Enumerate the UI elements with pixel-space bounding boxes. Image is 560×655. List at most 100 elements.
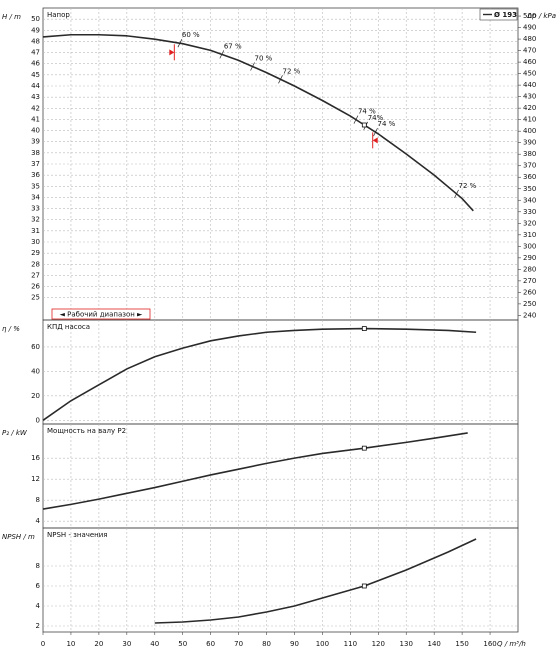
x-tick-label: 150: [455, 640, 468, 648]
y2-tick-label: 260: [523, 288, 536, 296]
panel-title: Напор: [47, 11, 70, 19]
y2-tick-label: 280: [523, 265, 536, 273]
y-tick-label: 40: [31, 127, 40, 135]
y-tick-label: 6: [36, 582, 41, 590]
annotation-tick: [219, 50, 225, 59]
annotation-tick: [373, 127, 378, 137]
legend-box: [479, 8, 518, 21]
y-tick-label: 41: [31, 115, 40, 123]
y2-tick-label: 330: [523, 208, 536, 216]
y-tick-label: 32: [31, 216, 40, 224]
panel-title: NPSH - значения: [47, 531, 108, 539]
y-tick-label: 27: [31, 271, 40, 279]
y-tick-label: 28: [31, 260, 40, 268]
annotation-tick: [177, 39, 183, 48]
y-tick-label: 38: [31, 149, 40, 157]
y2-tick-label: 460: [523, 58, 536, 66]
panel-frame: [42, 319, 519, 425]
x-axis-label: Q / m³/h: [497, 640, 526, 648]
y-tick-label: 37: [31, 160, 40, 168]
y2-tick-label: 430: [523, 93, 536, 101]
y-tick-label: 8: [36, 562, 40, 570]
y-axis-label: η / %: [2, 325, 20, 333]
y-axis-label: P₂ / kW: [2, 429, 28, 437]
curve: [42, 327, 477, 421]
panel-frame: [42, 423, 519, 529]
duty-point: [361, 326, 367, 331]
y2-axis-label: Δp / kPa: [526, 12, 556, 20]
y2-tick-label: 420: [523, 104, 536, 112]
panel-title: КПД насоса: [47, 323, 90, 331]
y-tick-label: 45: [31, 71, 40, 79]
curve: [154, 538, 477, 624]
x-tick-label: 10: [66, 640, 75, 648]
x-tick-label: 20: [94, 640, 103, 648]
x-tick-label: 160: [483, 640, 496, 648]
y2-tick-label: 390: [523, 139, 536, 147]
y2-tick-label: 250: [523, 300, 536, 308]
annotation-tick: [353, 115, 359, 124]
duty-point: [361, 122, 367, 128]
y2-tick-label: 320: [523, 219, 536, 227]
y-tick-label: 47: [31, 49, 40, 57]
y-tick-label: 16: [31, 454, 40, 462]
y-tick-label: 4: [36, 517, 41, 525]
y2-tick-label: 380: [523, 150, 536, 158]
annotation: 70 %: [255, 55, 273, 63]
y2-tick-label: 480: [523, 35, 536, 43]
x-tick-label: 60: [206, 640, 215, 648]
annotation: 67 %: [224, 42, 242, 50]
y2-tick-label: 450: [523, 70, 536, 78]
y-tick-label: 42: [31, 104, 40, 112]
annotation: 74 %: [378, 120, 396, 128]
range-label: ◄ Рабочий диапазон ►: [60, 311, 144, 319]
duty-point: [361, 583, 367, 589]
y-tick-label: 46: [31, 60, 40, 68]
x-tick-label: 100: [316, 640, 329, 648]
x-tick-label: 130: [400, 640, 413, 648]
y-tick-label: 36: [31, 171, 40, 179]
y2-tick-label: 310: [523, 231, 536, 239]
annotation-tick: [250, 62, 255, 71]
annotation: 74%: [368, 114, 384, 122]
y-tick-label: 29: [31, 249, 40, 257]
y-tick-label: 60: [31, 343, 40, 351]
y-tick-label: 35: [31, 182, 40, 190]
y-tick-label: 20: [31, 392, 40, 400]
x-tick-label: 120: [372, 640, 385, 648]
y2-tick-label: 470: [523, 47, 536, 55]
x-tick-label: 110: [344, 640, 357, 648]
y2-tick-label: 410: [523, 116, 536, 124]
y2-tick-label: 400: [523, 127, 536, 135]
y-tick-label: 26: [31, 283, 40, 291]
annotation-tick: [278, 75, 283, 84]
x-tick-label: 30: [122, 640, 131, 648]
y-tick-label: 4: [36, 602, 41, 610]
x-tick-label: 80: [262, 640, 271, 648]
y-tick-label: 50: [31, 15, 40, 23]
annotation: 74 %: [358, 108, 376, 116]
y-tick-label: 40: [31, 367, 40, 375]
x-tick-label: 0: [41, 640, 45, 648]
y-tick-label: 44: [31, 82, 40, 90]
legend-label: Ø 193: [494, 11, 517, 19]
y2-tick-label: 340: [523, 196, 536, 204]
y2-tick-label: 290: [523, 254, 536, 262]
x-tick-label: 90: [290, 640, 299, 648]
panel-frame: [42, 527, 519, 633]
y2-tick-label: 270: [523, 277, 536, 285]
annotation-tick: [454, 189, 459, 199]
range-arrow: [372, 137, 378, 144]
y-tick-label: 12: [31, 475, 40, 483]
y-tick-label: 39: [31, 138, 40, 146]
annotation: 72 %: [459, 182, 477, 190]
annotation: 60 %: [182, 31, 200, 39]
x-tick-label: 140: [427, 640, 440, 648]
x-tick-label: 40: [150, 640, 159, 648]
x-tick-label: 50: [178, 640, 187, 648]
y-tick-label: 0: [36, 416, 40, 424]
y2-tick-label: 300: [523, 242, 536, 250]
y-tick-label: 33: [31, 205, 40, 213]
y-axis-label: H / m: [2, 13, 21, 21]
